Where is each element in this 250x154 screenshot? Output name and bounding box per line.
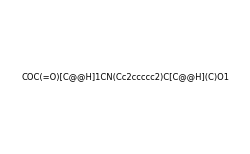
Text: COC(=O)[C@@H]1CN(Cc2ccccc2)C[C@@H](C)O1: COC(=O)[C@@H]1CN(Cc2ccccc2)C[C@@H](C)O1 <box>22 73 229 81</box>
